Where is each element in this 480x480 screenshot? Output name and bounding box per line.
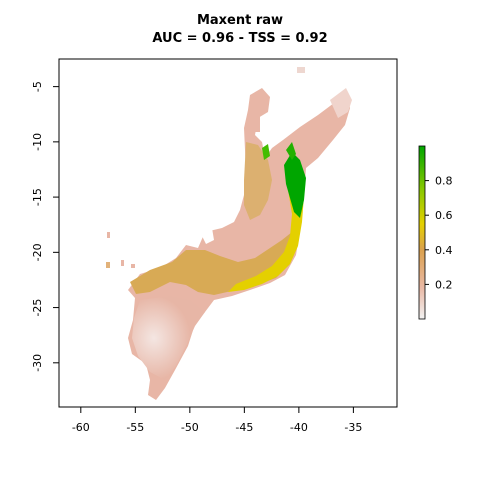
x-tick-label: -35 [344,421,362,434]
suitability-raster [106,67,352,400]
land-patch-west-1 [106,262,110,268]
land-patch-north-2 [297,67,305,73]
plot-frame [58,58,398,408]
x-tick-label: -55 [126,421,144,434]
x-tick-label: -50 [181,421,199,434]
land-patch-west-3 [131,264,135,268]
land-yellow-band [228,178,304,292]
y-tick-label: -15 [31,188,44,206]
x-tick-label: -45 [235,421,253,434]
land-patch-north-1 [255,112,260,132]
map-title: Maxent raw [196,13,284,28]
legend-tick-label: 0.2 [435,278,453,291]
y-tick-label: -10 [31,133,44,151]
legend-ticks: 0.2 0.4 0.6 0.8 [425,175,453,291]
y-tick-label: -5 [31,81,44,92]
map-subtitle: AUC = 0.96 - TSS = 0.92 [152,31,328,46]
x-tick-label: -60 [72,421,90,434]
legend-tick-label: 0.8 [435,175,453,188]
land-mid-suitability-north [244,142,272,220]
x-axis: -60 -55 -50 -45 -40 -35 [72,407,362,434]
legend-gradient-bar [418,145,426,320]
interior-hole-1 [262,112,270,140]
y-tick-label: -30 [31,354,44,372]
legend-tick-label: 0.6 [435,209,453,222]
coast-northeast-pale [330,88,352,118]
land-green-small-patch [262,144,270,160]
land-patch-west-4 [107,232,110,238]
y-axis: -5 -10 -15 -20 -25 -30 [31,81,59,372]
legend-tick-label: 0.4 [435,244,453,257]
land-patch-west-2 [121,260,124,266]
interior-hole-2 [200,228,214,244]
land-very-low-suitability [132,296,205,380]
land-patch-north-3 [226,228,236,236]
legend-colorbar: 0.2 0.4 0.6 0.8 [418,145,453,320]
y-tick-label: -25 [31,299,44,317]
y-tick-label: -20 [31,243,44,261]
land-high-suitability [284,152,306,218]
x-tick-label: -40 [290,421,308,434]
land-high-suitability-north [286,142,296,160]
